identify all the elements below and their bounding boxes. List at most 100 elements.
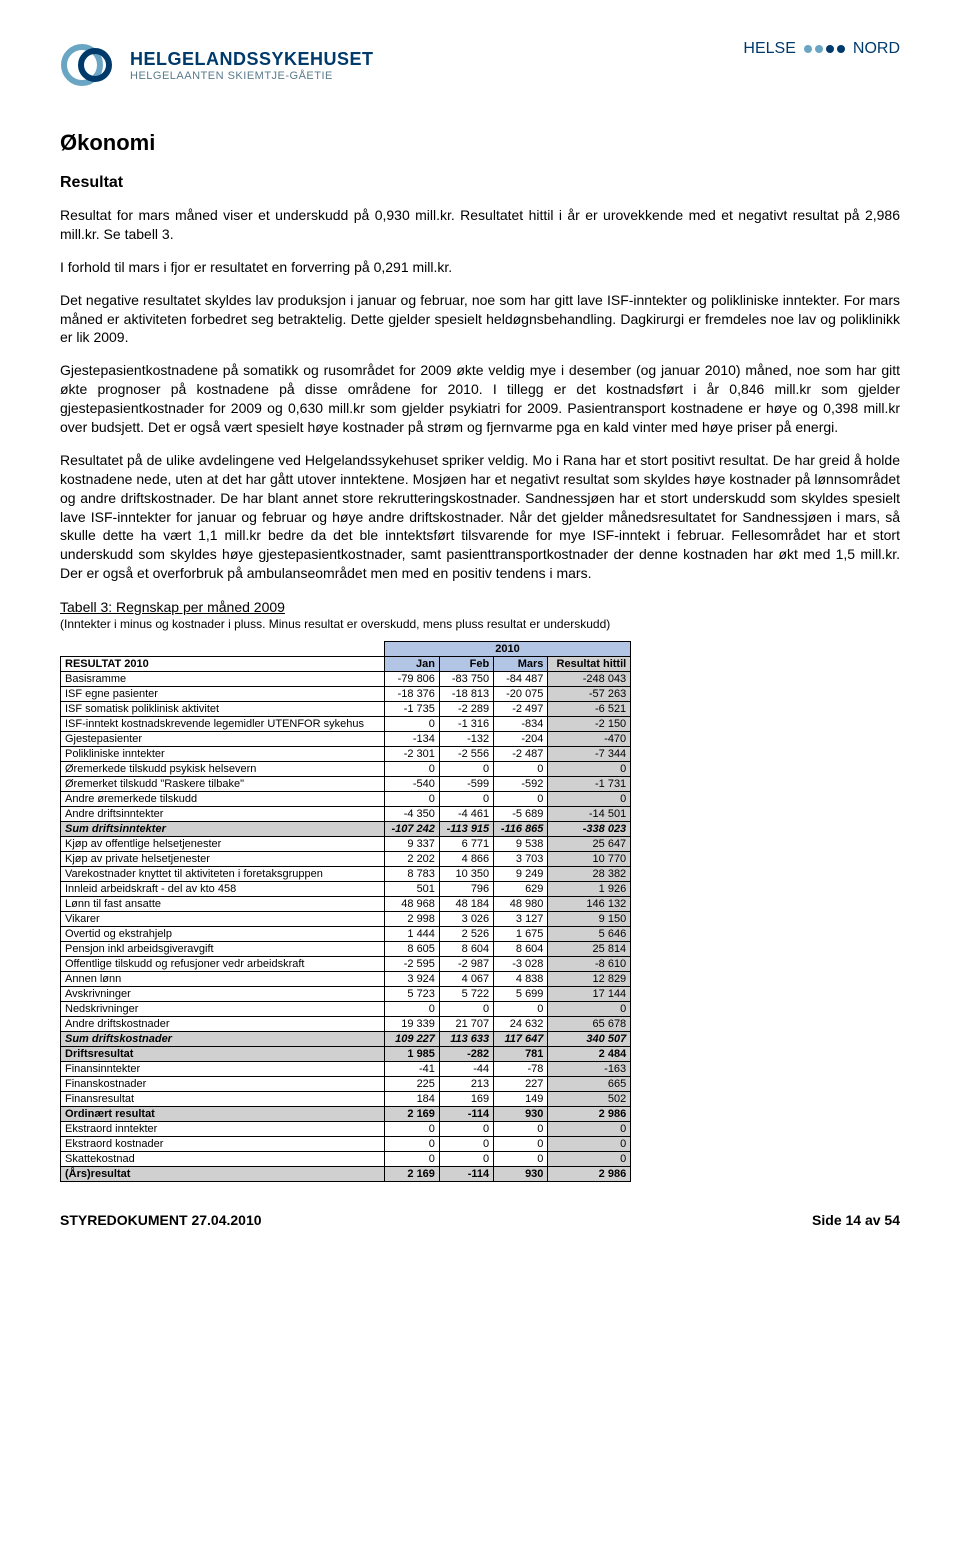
- row-value: 0: [494, 1152, 548, 1167]
- row-value: 8 604: [494, 942, 548, 957]
- row-value: -78: [494, 1062, 548, 1077]
- row-value: 2 202: [384, 852, 439, 867]
- row-value: 3 026: [439, 912, 493, 927]
- row-value: -2 556: [439, 747, 493, 762]
- row-value: 0: [384, 1002, 439, 1017]
- table-row: (Års)resultat2 169-1149302 986: [61, 1167, 631, 1182]
- table-header-row: RESULTAT 2010JanFebMarsResultat hittil: [61, 657, 631, 672]
- row-label: Øremerkede tilskudd psykisk helsevern: [61, 762, 385, 777]
- row-value: 149: [494, 1092, 548, 1107]
- row-value: 9 249: [494, 867, 548, 882]
- row-value: -20 075: [494, 687, 548, 702]
- row-value: 1 675: [494, 927, 548, 942]
- row-value: 2 986: [548, 1167, 631, 1182]
- row-value: -18 813: [439, 687, 493, 702]
- row-value: -248 043: [548, 672, 631, 687]
- table-row: Annen lønn3 9244 0674 83812 829: [61, 972, 631, 987]
- table-row: Andre øremerkede tilskudd0000: [61, 792, 631, 807]
- row-label: Varekostnader knyttet til aktiviteten i …: [61, 867, 385, 882]
- row-value: 0: [384, 1152, 439, 1167]
- row-value: -134: [384, 732, 439, 747]
- row-value: 781: [494, 1047, 548, 1062]
- row-label: Skattekostnad: [61, 1152, 385, 1167]
- row-value: 3 703: [494, 852, 548, 867]
- paragraph-container: Resultat for mars måned viser et undersk…: [60, 206, 900, 583]
- row-label: Ekstraord inntekter: [61, 1122, 385, 1137]
- row-label: Nedskrivninger: [61, 1002, 385, 1017]
- org-logo-left: HELGELANDSSYKEHUSET HELGELAANTEN SKIEMTJ…: [60, 40, 374, 90]
- row-label: ISF somatisk poliklinisk aktivitet: [61, 702, 385, 717]
- row-value: 0: [439, 762, 493, 777]
- org-name: HELGELANDSSYKEHUSET: [130, 49, 374, 70]
- row-value: -1 316: [439, 717, 493, 732]
- row-label: Ekstraord kostnader: [61, 1137, 385, 1152]
- table-row: Innleid arbeidskraft - del av kto 458501…: [61, 882, 631, 897]
- row-label: Innleid arbeidskraft - del av kto 458: [61, 882, 385, 897]
- org-name-block: HELGELANDSSYKEHUSET HELGELAANTEN SKIEMTJ…: [130, 49, 374, 82]
- row-value: 5 723: [384, 987, 439, 1002]
- row-label: ISF-inntekt kostnadskrevende legemidler …: [61, 717, 385, 732]
- row-value: 6 771: [439, 837, 493, 852]
- row-value: 117 647: [494, 1032, 548, 1047]
- row-value: 2 169: [384, 1107, 439, 1122]
- row-value: -834: [494, 717, 548, 732]
- row-value: 213: [439, 1077, 493, 1092]
- row-value: -3 028: [494, 957, 548, 972]
- row-value: 796: [439, 882, 493, 897]
- table-row: Nedskrivninger0000: [61, 1002, 631, 1017]
- row-value: 3 924: [384, 972, 439, 987]
- row-value: -2 289: [439, 702, 493, 717]
- row-value: 17 144: [548, 987, 631, 1002]
- row-value: 5 722: [439, 987, 493, 1002]
- row-value: 9 150: [548, 912, 631, 927]
- table-row: Gjestepasienter-134-132-204-470: [61, 732, 631, 747]
- table-row: Ekstraord kostnader0000: [61, 1137, 631, 1152]
- row-value: 4 866: [439, 852, 493, 867]
- row-value: 19 339: [384, 1017, 439, 1032]
- table-row: Finansresultat184169149502: [61, 1092, 631, 1107]
- row-value: 8 604: [439, 942, 493, 957]
- page-footer: STYREDOKUMENT 27.04.2010 Side 14 av 54: [60, 1212, 900, 1228]
- row-value: 0: [384, 1137, 439, 1152]
- table-column-header: Mars: [494, 657, 548, 672]
- row-value: -18 376: [384, 687, 439, 702]
- page-header: HELGELANDSSYKEHUSET HELGELAANTEN SKIEMTJ…: [60, 40, 900, 90]
- row-value: 65 678: [548, 1017, 631, 1032]
- row-value: -4 350: [384, 807, 439, 822]
- table-row: Andre driftsinntekter-4 350-4 461-5 689-…: [61, 807, 631, 822]
- row-value: 2 484: [548, 1047, 631, 1062]
- row-value: 0: [494, 1137, 548, 1152]
- row-value: 0: [439, 1152, 493, 1167]
- row-value: 109 227: [384, 1032, 439, 1047]
- row-value: 8 605: [384, 942, 439, 957]
- row-value: 169: [439, 1092, 493, 1107]
- row-value: 9 337: [384, 837, 439, 852]
- row-label: Finansinntekter: [61, 1062, 385, 1077]
- table-row: Basisramme-79 806-83 750-84 487-248 043: [61, 672, 631, 687]
- table-row: Ordinært resultat2 169-1149302 986: [61, 1107, 631, 1122]
- table-row: ISF-inntekt kostnadskrevende legemidler …: [61, 717, 631, 732]
- org-subname: HELGELAANTEN SKIEMTJE-GÅETIE: [130, 70, 374, 82]
- row-value: -6 521: [548, 702, 631, 717]
- row-value: 0: [439, 1122, 493, 1137]
- table-note: (Inntekter i minus og kostnader i pluss.…: [60, 617, 900, 631]
- finance-table: 2010 RESULTAT 2010JanFebMarsResultat hit…: [60, 641, 631, 1182]
- row-value: -44: [439, 1062, 493, 1077]
- row-value: 21 707: [439, 1017, 493, 1032]
- row-label: Overtid og ekstrahjelp: [61, 927, 385, 942]
- row-value: 502: [548, 1092, 631, 1107]
- table-row: Skattekostnad0000: [61, 1152, 631, 1167]
- table-row: Vikarer2 9983 0263 1279 150: [61, 912, 631, 927]
- row-value: 0: [494, 762, 548, 777]
- row-label: Annen lønn: [61, 972, 385, 987]
- row-value: -4 461: [439, 807, 493, 822]
- row-value: 0: [548, 762, 631, 777]
- row-value: 0: [494, 1122, 548, 1137]
- row-label: Lønn til fast ansatte: [61, 897, 385, 912]
- table-column-header: Feb: [439, 657, 493, 672]
- row-value: 2 526: [439, 927, 493, 942]
- row-value: 0: [548, 792, 631, 807]
- row-value: 113 633: [439, 1032, 493, 1047]
- row-value: 5 699: [494, 987, 548, 1002]
- row-value: -2 497: [494, 702, 548, 717]
